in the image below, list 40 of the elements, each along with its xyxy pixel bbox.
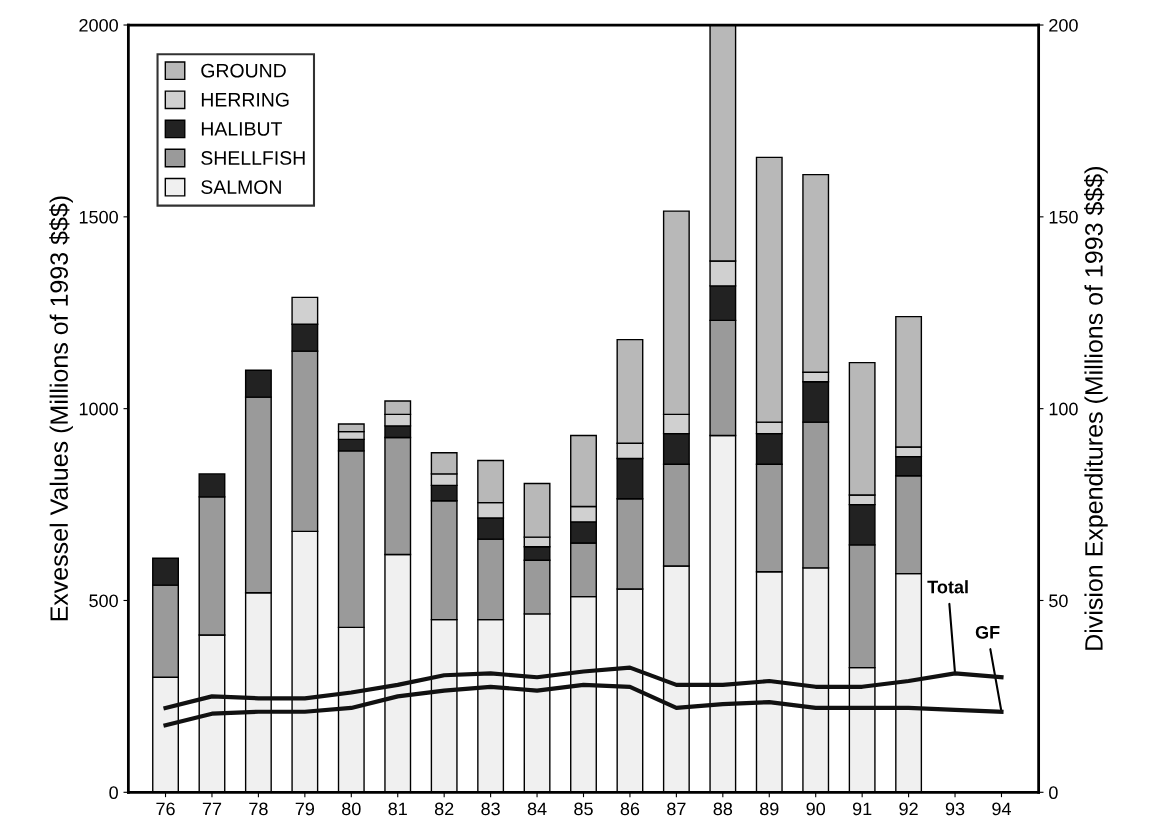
y2-tick-label: 100 <box>1049 402 1078 416</box>
x-tick-label: 84 <box>527 802 547 816</box>
y-tick-label: 0 <box>109 786 118 800</box>
x-tick-label: 83 <box>481 802 500 816</box>
x-tick-label: 77 <box>202 802 222 816</box>
x-tick-label: 78 <box>249 802 268 816</box>
x-tick-label: 94 <box>992 802 1011 816</box>
y2-tick-label: 200 <box>1049 18 1078 32</box>
legend-label: SALMON <box>201 180 281 194</box>
x-tick-label: 85 <box>574 802 593 816</box>
x-tick-label: 86 <box>620 802 640 816</box>
legend-label: SHELLFISH <box>201 151 305 165</box>
y-tick-label: 2000 <box>79 18 118 32</box>
y2-tick-label: 0 <box>1049 786 1058 800</box>
y-axis-title: Exvessel Values (Millions of 1993 $$$) <box>49 196 73 621</box>
x-tick-label: 90 <box>806 802 826 816</box>
x-tick-label: 88 <box>713 802 733 816</box>
y-tick-label: 1500 <box>79 210 118 224</box>
x-tick-label: 92 <box>899 802 918 816</box>
x-tick-label: 89 <box>760 802 779 816</box>
x-tick-label: 81 <box>388 802 407 816</box>
line-series <box>163 665 1004 710</box>
x-tick-label: 93 <box>945 802 965 816</box>
annotation: Total <box>927 580 968 594</box>
line-series <box>163 682 1004 728</box>
legend-label: HALIBUT <box>201 122 282 136</box>
y-tick-label: 1000 <box>79 402 118 416</box>
y2-axis-title: Division Expenditures (Millions of 1993 $$$) <box>1084 167 1108 650</box>
x-tick-label: 79 <box>295 802 315 816</box>
x-tick-label: 91 <box>852 802 872 816</box>
y2-tick-label: 150 <box>1049 210 1078 224</box>
x-tick-label: 82 <box>434 802 454 816</box>
x-tick-label: 87 <box>667 802 686 816</box>
x-tick-label: 80 <box>342 802 361 816</box>
annotation: GF <box>975 625 1000 639</box>
legend-label: GROUND <box>201 63 286 78</box>
legend-label: HERRING <box>201 92 289 107</box>
y-tick-label: 500 <box>89 594 118 608</box>
y2-tick-label: 50 <box>1049 594 1068 608</box>
x-tick-label: 76 <box>156 802 175 816</box>
